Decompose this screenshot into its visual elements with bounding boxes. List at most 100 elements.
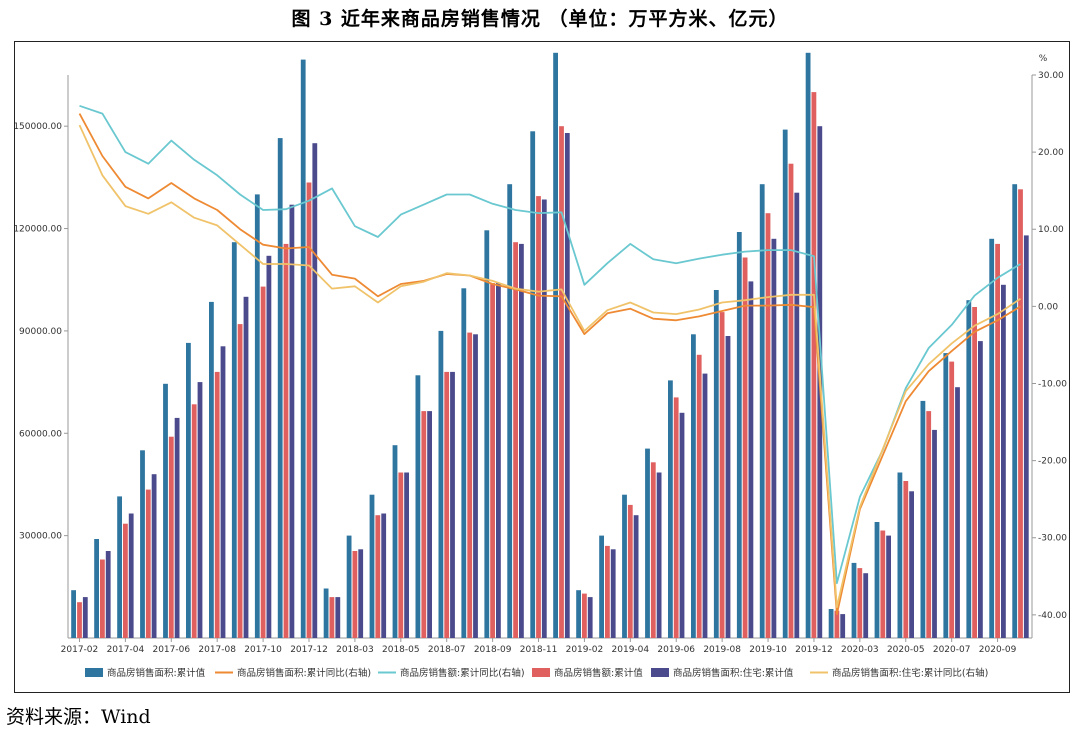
legend-label: 商品房销售面积:累计同比(右轴) xyxy=(237,667,371,679)
bar-3 xyxy=(243,296,249,638)
legend-label: 商品房销售面积:住宅:累计同比(右轴) xyxy=(832,667,988,679)
bar-1 xyxy=(254,194,260,638)
bar-3 xyxy=(220,346,226,638)
bar-3 xyxy=(771,238,777,639)
x-axis-tick-label: 2018-11 xyxy=(520,645,558,655)
bar-3 xyxy=(794,192,800,638)
x-axis-tick-label: 2017-02 xyxy=(61,645,99,655)
x-axis-tick-label: 2017-12 xyxy=(290,645,328,655)
bar-2 xyxy=(605,545,610,638)
bar-1 xyxy=(713,290,719,638)
bar-2 xyxy=(398,472,404,638)
bar-1 xyxy=(668,380,673,638)
bar-2 xyxy=(352,551,358,638)
bar-1 xyxy=(461,288,467,638)
bar-2 xyxy=(972,307,977,638)
right-axis-tick-label: 20.00 xyxy=(1038,148,1064,158)
right-axis-unit: % xyxy=(1039,54,1048,64)
bar-2 xyxy=(650,462,656,638)
bar-3 xyxy=(174,417,180,638)
bar-1 xyxy=(805,52,811,639)
bar-1 xyxy=(897,472,903,638)
bar-2 xyxy=(329,597,335,638)
bar-1 xyxy=(943,353,949,638)
x-axis-tick-label: 2017-04 xyxy=(107,645,145,655)
x-axis-tick-label: 2020-07 xyxy=(933,645,971,655)
bar-3 xyxy=(473,334,478,638)
bar-3 xyxy=(519,243,524,638)
bar-2 xyxy=(949,361,955,638)
bar-2 xyxy=(880,530,886,638)
bar-1 xyxy=(828,609,834,638)
bar-3 xyxy=(564,133,570,638)
bar-3 xyxy=(955,387,960,638)
bar-3 xyxy=(266,255,272,639)
bar-2 xyxy=(237,324,243,638)
bar-1 xyxy=(920,400,926,638)
bar-1 xyxy=(163,383,168,638)
combo-chart: 30000.00 60000.00 90000.00 120000.00 150000.… xyxy=(15,52,1067,679)
bar-2 xyxy=(444,371,450,638)
left-axis-tick-label: 150000.00 xyxy=(15,122,62,132)
bar-3 xyxy=(932,429,937,638)
bar-2 xyxy=(100,559,105,638)
bar-2 xyxy=(834,610,840,638)
bar-3 xyxy=(105,551,111,638)
bar-2 xyxy=(145,489,151,638)
right-axis-tick-label: -20.00 xyxy=(1038,457,1067,467)
bar-3 xyxy=(450,371,455,638)
bar-1 xyxy=(300,59,306,639)
bar-3 xyxy=(610,549,616,638)
bar-1 xyxy=(507,184,513,638)
bar-3 xyxy=(633,515,639,638)
bar-3 xyxy=(128,513,134,638)
bar-2 xyxy=(582,593,587,638)
bar-3 xyxy=(312,143,318,638)
bar-1 xyxy=(231,242,237,638)
bar-2 xyxy=(168,436,174,638)
line-series-1 xyxy=(78,113,1021,615)
bar-1 xyxy=(782,129,788,638)
bar-3 xyxy=(82,597,88,638)
bar-3 xyxy=(335,597,341,638)
bar-2 xyxy=(559,126,564,638)
bar-1 xyxy=(874,522,880,638)
bar-2 xyxy=(995,243,1000,638)
x-axis-tick-label: 2020-05 xyxy=(887,645,925,655)
right-axis-tick-label: -40.00 xyxy=(1038,611,1067,621)
bar-3 xyxy=(886,535,891,638)
x-axis-tick-label: 2019-04 xyxy=(612,645,650,655)
legend-label: 商品房销售面积:住宅:累计值 xyxy=(673,667,794,679)
bar-2 xyxy=(375,515,381,638)
bar-1 xyxy=(323,588,329,638)
x-axis-tick-label: 2017-08 xyxy=(198,645,236,655)
bar-1 xyxy=(346,535,352,638)
line-series-3 xyxy=(78,124,1022,609)
bar-1 xyxy=(438,330,444,638)
bar-2 xyxy=(306,182,312,638)
x-axis-tick-label: 2019-02 xyxy=(566,645,604,655)
bar-3 xyxy=(289,204,295,638)
bar-2 xyxy=(903,481,909,638)
bar-2 xyxy=(926,411,932,638)
right-axis-tick-label: -30.00 xyxy=(1038,534,1067,544)
x-axis-tick-label: 2018-03 xyxy=(336,645,374,655)
line-series-2 xyxy=(79,104,1021,585)
bar-1 xyxy=(622,494,627,638)
x-axis-tick-label: 2020-09 xyxy=(979,645,1017,655)
bar-1 xyxy=(691,334,696,638)
bar-3 xyxy=(978,341,983,638)
bar-2 xyxy=(627,504,633,638)
bar-3 xyxy=(381,513,387,638)
bar-1 xyxy=(553,52,558,639)
bar-3 xyxy=(1023,235,1029,638)
legend-label: 商品房销售面积:累计值 xyxy=(107,667,206,679)
bar-2 xyxy=(788,163,794,638)
x-axis-tick-label: 2020-03 xyxy=(841,645,879,655)
bar-1 xyxy=(140,450,145,638)
bar-1 xyxy=(851,562,857,638)
bar-2 xyxy=(1018,189,1023,639)
bar-3 xyxy=(748,281,754,638)
left-axis-tick-label: 120000.00 xyxy=(15,225,62,235)
bar-2 xyxy=(421,411,427,638)
